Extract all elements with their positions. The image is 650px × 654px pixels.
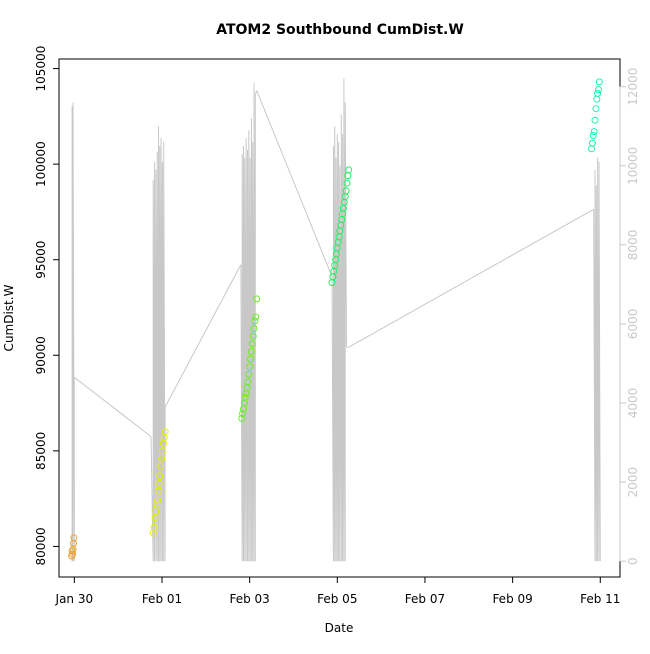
data-point	[595, 86, 602, 94]
data-point	[153, 500, 161, 508]
y-tick-label: 100000	[34, 141, 48, 187]
x-tick-label: Feb 01	[142, 592, 182, 606]
data-point	[156, 472, 164, 480]
cumulative-line-segment-5	[256, 90, 333, 277]
y-axis-label: CumDist.W	[2, 284, 16, 351]
x-tick-label: Feb 05	[317, 592, 357, 606]
cumulative-line-segment-2	[150, 126, 166, 562]
y2-tick-label: 6000	[626, 309, 640, 340]
data-point	[588, 139, 596, 147]
data-point	[239, 410, 247, 418]
x-tick-label: Feb 07	[405, 592, 445, 606]
data-point-layer	[68, 78, 603, 560]
y2-tick-label: 12000	[626, 68, 640, 106]
y2-tick-label: 2000	[626, 467, 640, 498]
y2-tick-label: 4000	[626, 388, 640, 419]
cumulative-line-segment-0	[71, 102, 75, 562]
data-point	[595, 78, 603, 86]
y-tick-label: 80000	[34, 527, 48, 565]
y2-tick-label: 8000	[626, 230, 640, 261]
data-point	[252, 313, 260, 321]
data-point	[342, 187, 350, 195]
cumulative-line-segment-4	[240, 82, 258, 562]
data-point	[249, 332, 257, 340]
data-point	[158, 447, 166, 455]
x-axis-label: Date	[325, 621, 354, 635]
data-point	[241, 393, 249, 401]
y-axis-left: 80000 85000 90000 95000 100000 105000	[34, 46, 60, 566]
cumulative-line-segment-8	[593, 157, 601, 562]
data-point	[247, 348, 255, 355]
data-point	[161, 428, 169, 436]
data-point	[247, 355, 254, 363]
data-point	[248, 340, 256, 348]
data-point	[592, 105, 600, 113]
x-tick-label: Feb 03	[229, 592, 269, 606]
data-point	[343, 179, 351, 187]
data-point	[154, 497, 162, 504]
y-axis-right: 0 2000 4000 6000 8000 10000 12000	[619, 68, 640, 565]
x-tick-label: Feb 09	[492, 592, 532, 606]
cumulative-line-segment-1	[73, 376, 152, 437]
chart-title: ATOM2 Southbound CumDist.W	[216, 22, 464, 38]
data-point	[155, 487, 162, 495]
data-point	[157, 462, 165, 470]
data-point	[250, 325, 258, 332]
data-point	[251, 317, 259, 325]
x-axis: Jan 30 Feb 01 Feb 03 Feb 05 Feb 07 Feb 09 Feb …	[55, 576, 620, 606]
cumulative-line-segment-7	[347, 208, 594, 349]
data-point	[244, 378, 252, 386]
data-point	[152, 508, 160, 516]
y2-tick-label: 0	[626, 557, 640, 565]
data-point	[245, 370, 253, 378]
cumulative-line-segment-6	[331, 78, 347, 562]
y2-tick-label: 10000	[626, 147, 640, 185]
data-point	[69, 550, 77, 558]
data-point	[591, 116, 599, 124]
y-tick-label: 95000	[34, 241, 48, 279]
data-point	[594, 89, 602, 97]
data-point	[238, 414, 246, 422]
x-tick-label: Feb 11	[580, 592, 620, 606]
data-point	[345, 166, 353, 174]
data-point	[158, 455, 166, 462]
data-point	[70, 534, 78, 542]
data-point	[246, 363, 254, 371]
data-point	[589, 132, 597, 139]
cumulative-line-layer	[71, 78, 601, 562]
y-tick-label: 90000	[34, 336, 48, 374]
data-point	[150, 523, 158, 531]
data-point	[155, 479, 163, 487]
cumulative-line-segment-3	[164, 264, 242, 408]
x-tick-label: Jan 30	[55, 592, 94, 606]
y-tick-label: 105000	[34, 46, 48, 92]
data-point	[253, 295, 261, 303]
y-tick-label: 85000	[34, 432, 48, 470]
data-point	[590, 128, 598, 136]
